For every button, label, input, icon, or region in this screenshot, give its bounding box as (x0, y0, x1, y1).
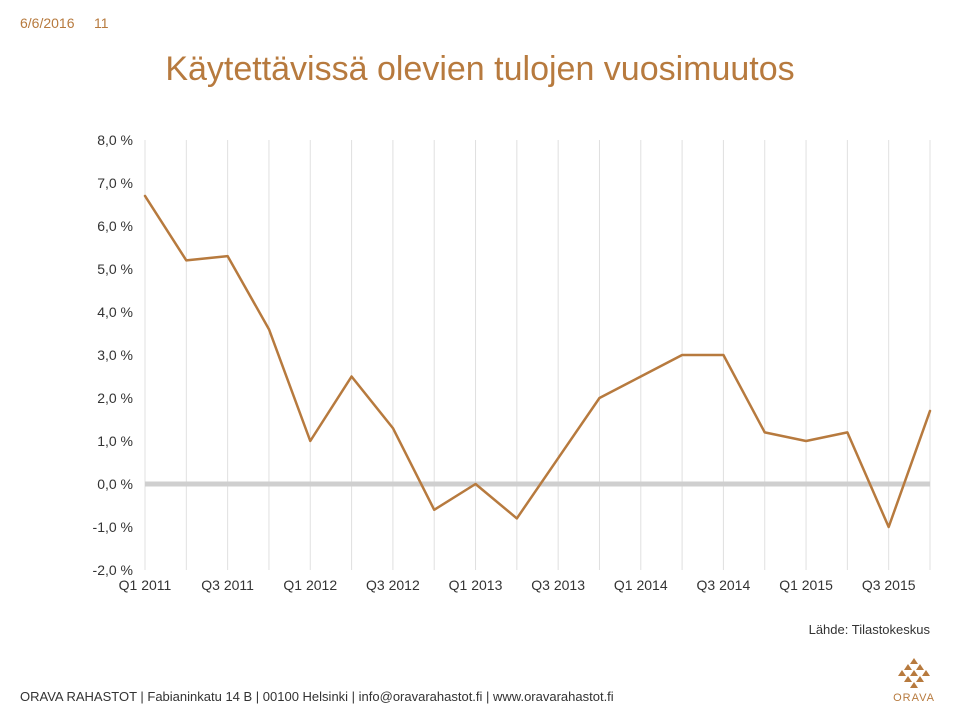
chart-svg: -2,0 % -1,0 % 0,0 % 1,0 % 2,0 % 3,0 % 4,0 % 5,0… (70, 130, 940, 600)
svg-text:1,0 %: 1,0 % (97, 433, 133, 449)
header-page: 11 (94, 15, 109, 31)
svg-text:-2,0 %: -2,0 % (93, 562, 133, 578)
header-meta: 6/6/2016 11 (20, 15, 109, 31)
pinecone-icon (896, 658, 932, 690)
svg-text:2,0 %: 2,0 % (97, 390, 133, 406)
brand-logo: ORAVA (893, 658, 935, 704)
svg-text:Q3 2012: Q3 2012 (366, 577, 420, 593)
line-chart: -2,0 % -1,0 % 0,0 % 1,0 % 2,0 % 3,0 % 4,0 % 5,0… (70, 130, 940, 600)
svg-text:Q1 2015: Q1 2015 (779, 577, 833, 593)
svg-text:Q1 2011: Q1 2011 (119, 577, 172, 593)
header-date: 6/6/2016 (20, 15, 75, 31)
source-label: Lähde: Tilastokeskus (809, 622, 930, 637)
svg-text:6,0 %: 6,0 % (97, 218, 133, 234)
svg-text:7,0 %: 7,0 % (97, 175, 133, 191)
svg-text:-1,0 %: -1,0 % (93, 519, 133, 535)
svg-text:8,0 %: 8,0 % (97, 132, 133, 148)
footer-text: ORAVA RAHASTOT | Fabianinkatu 14 B | 001… (20, 689, 614, 704)
svg-text:5,0 %: 5,0 % (97, 261, 133, 277)
page-title: Käytettävissä olevien tulojen vuosimuuto… (0, 50, 960, 89)
svg-text:Q1 2014: Q1 2014 (614, 577, 668, 593)
svg-text:Q3 2011: Q3 2011 (201, 577, 254, 593)
logo-text: ORAVA (893, 692, 935, 704)
chart-plot: -2,0 % -1,0 % 0,0 % 1,0 % 2,0 % 3,0 % 4,0 % 5,0… (70, 130, 940, 600)
svg-text:Q1 2013: Q1 2013 (449, 577, 503, 593)
svg-text:Q3 2013: Q3 2013 (531, 577, 585, 593)
svg-text:Q3 2014: Q3 2014 (697, 577, 751, 593)
svg-text:Q3 2015: Q3 2015 (862, 577, 916, 593)
svg-text:0,0 %: 0,0 % (97, 476, 133, 492)
svg-text:4,0 %: 4,0 % (97, 304, 133, 320)
svg-text:3,0 %: 3,0 % (97, 347, 133, 363)
svg-text:Q1 2012: Q1 2012 (283, 577, 337, 593)
